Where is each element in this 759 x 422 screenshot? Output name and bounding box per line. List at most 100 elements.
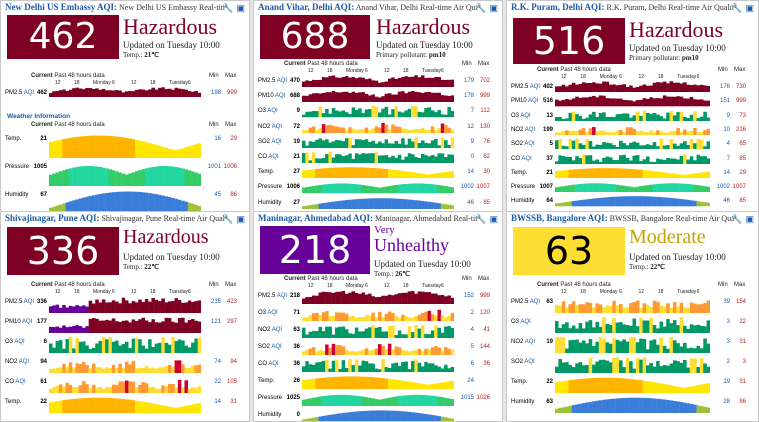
pollutant-row[interactable]: O3 AQI 3 22 [511,316,756,333]
sparkline-chart[interactable] [555,124,710,136]
share-icon[interactable]: ▣ [745,214,754,224]
pollutant-row[interactable]: Temp. 26 24 [258,375,500,389]
station-link[interactable]: BWSSB, Bangalore AQI: [511,213,608,223]
pollutant-row[interactable]: PM2.5 AQI 63 39 154 [511,296,756,313]
sparkline-chart[interactable] [302,121,454,133]
pollutant-row[interactable]: Humidity 64 46 85 [511,195,756,207]
pollutant-row[interactable]: Temp. 22 19 31 [511,376,756,393]
pollutant-row[interactable]: NO2 AQI 94 74 94 [5,356,247,373]
pollutant-row[interactable]: PM10 AQI 688 178 999 [258,90,500,103]
sparkline-chart[interactable] [302,375,454,389]
sparkline-chart[interactable] [302,166,454,179]
share-icon[interactable]: ▣ [489,3,498,13]
sparkline-chart[interactable] [302,151,454,164]
sparkline-chart[interactable] [555,95,710,107]
pollutant-row[interactable]: SO2 AQI 5 4 65 [511,138,756,150]
sparkline-chart[interactable] [555,356,710,373]
sparkline-chart[interactable] [302,392,454,406]
sparkline-chart[interactable] [555,153,710,164]
sparkline-chart[interactable] [555,336,710,353]
pollutant-row[interactable]: Humidity 27 46 85 [258,197,500,209]
pollutant-row[interactable]: NO2 AQI 19 3 31 [511,336,756,353]
pollutant-row[interactable]: O3 AQI 6 [5,336,247,353]
pollutant-row[interactable]: Humidity 67 45 86 [5,189,247,214]
sparkline-chart[interactable] [49,296,201,313]
pollutant-row[interactable]: PM2.5 AQI 402 176 730 [511,81,756,93]
sparkline-chart[interactable] [49,356,201,373]
pollutant-row[interactable]: Pressure 1025 1015 1026 [258,392,500,406]
pollutant-row[interactable]: Temp. 27 14 30 [258,166,500,179]
sparkline-chart[interactable] [555,181,710,193]
pollutant-row[interactable]: CO AQI 21 0 62 [258,151,500,164]
sparkline-chart[interactable] [555,296,710,313]
station-link[interactable]: Maninagar, Ahmedabad AQI: [258,213,373,223]
pollutant-row[interactable]: O3 AQI 9 7 112 [258,105,500,118]
wrench-icon[interactable]: 🔧 [731,214,743,224]
sparkline-chart[interactable] [302,181,454,194]
sparkline-chart[interactable] [302,358,454,372]
sparkline-chart[interactable] [555,81,710,93]
wrench-icon[interactable]: 🔧 [475,3,487,13]
pollutant-row[interactable]: PM2.5 AQI 470 179 702 [258,75,500,88]
pollutant-row[interactable]: PM10 AQI 516 151 999 [511,95,756,107]
sparkline-chart[interactable] [302,290,454,304]
sparkline-chart[interactable] [302,409,454,422]
station-link[interactable]: R.K. Puram, Delhi AQI: [511,2,605,12]
wrench-icon[interactable]: 🔧 [731,3,743,13]
sparkline-chart[interactable] [49,189,201,214]
sparkline-chart[interactable] [555,316,710,333]
pollutant-row[interactable]: O3 AQI 13 9 73 [511,110,756,121]
pollutant-row[interactable]: CO AQI 37 7 85 [511,153,756,164]
station-link[interactable]: New Delhi US Embassy AQI: [5,2,118,12]
pollutant-row[interactable]: Pressure 1005 1001 1006 [5,161,247,186]
wrench-icon[interactable]: 🔧 [222,214,234,224]
sparkline-chart[interactable] [302,90,454,103]
sparkline-chart[interactable] [555,376,710,393]
sparkline-chart[interactable] [302,136,454,148]
station-link[interactable]: Anand Vihar, Delhi AQI: [258,2,355,12]
share-icon[interactable]: ▣ [236,3,245,13]
pollutant-row[interactable]: O3 AQI 71 2 120 [258,307,500,321]
sparkline-chart[interactable] [49,87,201,97]
pollutant-row[interactable]: CO AQI 36 6 36 [258,358,500,372]
sparkline-chart[interactable] [49,161,201,186]
sparkline-chart[interactable] [302,197,454,209]
pollutant-row[interactable]: Humidity 0 [258,409,500,422]
pollutant-row[interactable]: SO2 AQI 36 5 144 [258,341,500,355]
sparkline-chart[interactable] [555,195,710,207]
pollutant-row[interactable]: PM2.5 AQI 336 235 423 [5,296,247,313]
wrench-icon[interactable]: 🔧 [222,3,234,13]
sparkline-chart[interactable] [49,336,201,353]
sparkline-chart[interactable] [555,167,710,179]
sparkline-chart[interactable] [555,396,710,413]
pollutant-row[interactable]: Pressure 1007 1002 1007 [511,181,756,193]
pollutant-row[interactable]: SO2 AQI 2 3 [511,356,756,373]
pollutant-row[interactable]: Temp. 22 14 31 [5,396,247,413]
sparkline-chart[interactable] [302,341,454,355]
pollutant-row[interactable]: Temp. 21 16 29 [5,133,247,158]
share-icon[interactable]: ▣ [489,214,498,224]
sparkline-chart[interactable] [555,110,710,121]
sparkline-chart[interactable] [302,75,454,88]
pollutant-row[interactable]: NO2 AQI 63 4 41 [258,324,500,338]
sparkline-chart[interactable] [302,307,454,321]
pollutant-row[interactable]: Humidity 63 28 86 [511,396,756,413]
sparkline-chart[interactable] [49,396,201,413]
pollutant-row[interactable]: NO2 AQI 72 12 130 [258,121,500,133]
pollutant-row[interactable]: PM2.5 AQI 218 152 999 [258,290,500,304]
share-icon[interactable]: ▣ [236,214,245,224]
pollutant-row[interactable]: PM2.5 AQI 462 198 999 [5,87,247,97]
pollutant-row[interactable]: CO AQI 61 22 105 [5,376,247,393]
pollutant-row[interactable]: Temp. 21 14 29 [511,167,756,179]
pollutant-row[interactable]: SO2 AQI 19 9 76 [258,136,500,148]
sparkline-chart[interactable] [49,133,201,158]
pollutant-row[interactable]: PM10 AQI 177 121 297 [5,316,247,333]
sparkline-chart[interactable] [302,105,454,118]
sparkline-chart[interactable] [49,376,201,393]
pollutant-row[interactable]: NO2 AQI 199 10 216 [511,124,756,136]
sparkline-chart[interactable] [49,316,201,333]
wrench-icon[interactable]: 🔧 [475,214,487,224]
share-icon[interactable]: ▣ [745,3,754,13]
pollutant-row[interactable]: Pressure 1006 1002 1007 [258,181,500,194]
sparkline-chart[interactable] [302,324,454,338]
